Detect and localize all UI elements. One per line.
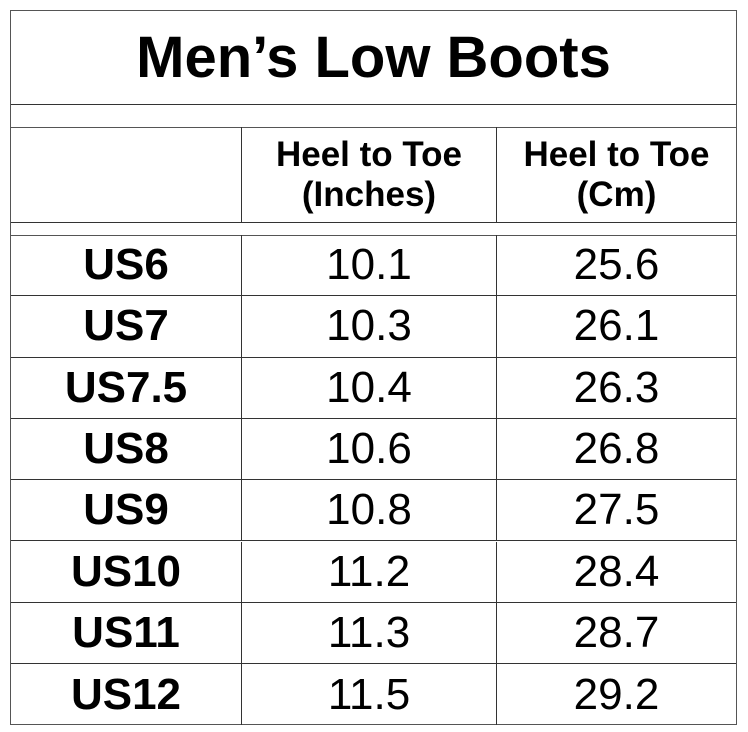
- cm-cell: 29.2: [573, 669, 660, 719]
- cm-cell: 27.5: [573, 485, 660, 535]
- size-cell: US6: [11, 235, 242, 296]
- spacer-row: [11, 222, 736, 236]
- inches-cell: 10.6: [242, 418, 497, 480]
- size-cell: US9: [11, 480, 242, 541]
- cm-cell: 26.3: [573, 362, 660, 412]
- table-row: US6 10.1 25.6: [11, 235, 736, 297]
- header-size: [11, 127, 242, 222]
- size-cell: US10: [11, 541, 242, 602]
- table-row: US12 11.5 29.2: [11, 664, 736, 726]
- cm-cell: 25.6: [573, 240, 660, 290]
- table-row: US11 11.3 28.7: [11, 602, 736, 665]
- table-title: Men’s Low Boots: [11, 11, 736, 105]
- header-inches: Heel to Toe (Inches): [242, 127, 497, 222]
- spacer-row: [11, 104, 736, 128]
- cm-cell: 28.4: [573, 546, 660, 596]
- size-cell: US11: [11, 602, 242, 664]
- inches-cell: 11.3: [242, 602, 497, 664]
- inches-cell: 11.5: [242, 664, 497, 726]
- size-cell: US7: [11, 296, 242, 357]
- size-cell: US7.5: [11, 357, 242, 418]
- table-row: US7 10.3 26.1: [11, 296, 736, 358]
- inches-cell: 10.3: [242, 296, 497, 357]
- cm-cell: 26.8: [573, 424, 660, 474]
- cm-cell: 26.1: [573, 301, 660, 351]
- table-row: US7.5 10.4 26.3: [11, 357, 736, 419]
- inches-cell: 11.2: [242, 541, 497, 602]
- header-row: Heel to Toe (Inches) Heel to Toe (Cm): [11, 127, 736, 223]
- inches-cell: 10.8: [242, 480, 497, 541]
- size-cell: US12: [11, 664, 242, 726]
- size-cell: US8: [11, 418, 242, 480]
- size-chart-table: Men’s Low Boots Heel to Toe (Inches) Hee…: [10, 10, 737, 726]
- header-cm: Heel to Toe (Cm): [523, 134, 710, 214]
- inches-cell: 10.4: [242, 357, 497, 418]
- table-row: US9 10.8 27.5: [11, 480, 736, 542]
- table-row: US10 11.2 28.4: [11, 541, 736, 603]
- table-row: US8 10.6 26.8: [11, 418, 736, 481]
- cm-cell: 28.7: [573, 607, 660, 657]
- inches-cell: 10.1: [242, 235, 497, 296]
